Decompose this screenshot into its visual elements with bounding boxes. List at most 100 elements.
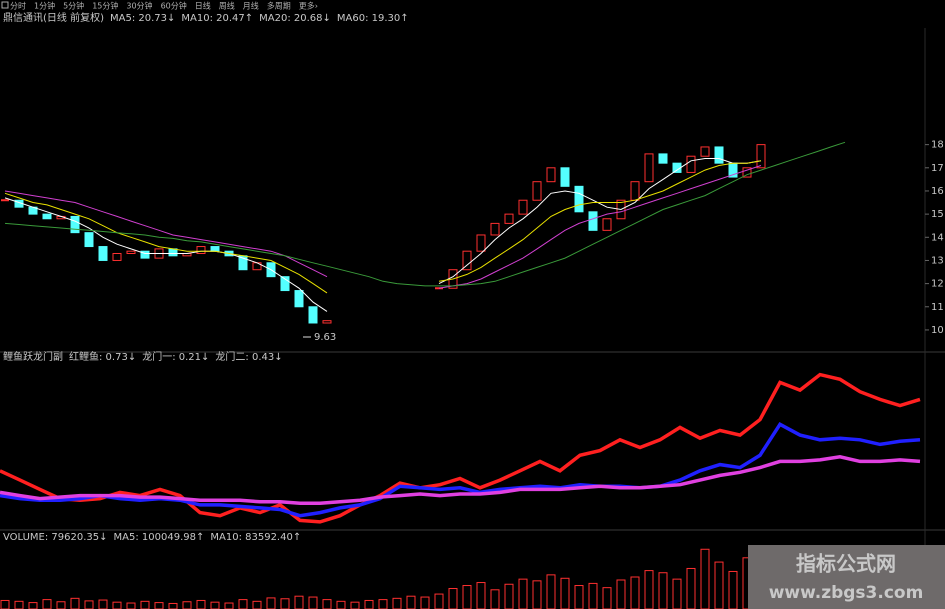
- candle: [700, 146, 710, 157]
- toolbar-tab[interactable]: 月线: [243, 1, 259, 11]
- y-tick-label: 14: [931, 232, 944, 243]
- volume-bar: [140, 600, 150, 609]
- candle: [294, 290, 304, 308]
- y-tick-label: 18: [931, 140, 944, 151]
- toolbar-icon: [1, 1, 9, 9]
- volume-bar: [294, 595, 304, 609]
- candle: [532, 181, 542, 201]
- toolbar-tab[interactable]: 分时: [10, 1, 26, 11]
- candle: [70, 215, 80, 234]
- volume-bar: [504, 583, 514, 609]
- candle: [308, 306, 318, 324]
- toolbar-tab[interactable]: 15分钟: [92, 1, 118, 11]
- candle: [546, 167, 556, 183]
- candle: [686, 155, 696, 173]
- candle: [518, 199, 528, 215]
- chart-title: 鼎信通讯(日线 前复权): [3, 11, 104, 24]
- volume-ma: MA10: 83592.40↑: [210, 532, 301, 543]
- volume-bar: [224, 602, 234, 609]
- y-tick-label: 13: [931, 255, 944, 266]
- candle: [210, 246, 220, 252]
- volume-bar: [14, 600, 24, 609]
- candle: [1, 199, 9, 202]
- volume-bar: [252, 600, 262, 609]
- volume-bar: [406, 595, 416, 609]
- candle: [84, 232, 94, 248]
- toolbar-tab[interactable]: 30分钟: [126, 1, 152, 11]
- candle: [490, 222, 500, 236]
- toolbar-tab[interactable]: 60分钟: [161, 1, 187, 11]
- candle: [602, 218, 612, 231]
- volume-bar: [588, 582, 598, 609]
- candle: [476, 234, 486, 252]
- candle: [504, 213, 514, 224]
- volume-bar: [420, 596, 430, 609]
- candle: [644, 153, 654, 183]
- indicator-line: [0, 372, 921, 524]
- candle: [196, 246, 206, 255]
- candle: [714, 146, 724, 164]
- volume-bar: [0, 599, 10, 609]
- volume-bar: [126, 602, 136, 609]
- legend-entry: MA20: 20.68↓: [259, 13, 331, 24]
- candle: [574, 185, 584, 213]
- volume-ma: MA5: 100049.98↑: [114, 532, 205, 543]
- candle: [140, 250, 150, 259]
- volume-bar: [378, 599, 388, 609]
- volume-bar: [560, 577, 570, 609]
- candle: [588, 211, 598, 231]
- volume-bar: [476, 582, 486, 609]
- volume-bar: [686, 567, 696, 609]
- ma-line: [4, 141, 846, 287]
- candle: [462, 250, 472, 271]
- y-tick-label: 11: [931, 302, 944, 313]
- low-annotation: 9.63: [314, 332, 336, 343]
- volume-bar: [280, 598, 290, 609]
- candle: [616, 199, 626, 220]
- y-tick-label: 12: [931, 279, 944, 290]
- toolbar-tab[interactable]: 多周期: [267, 1, 291, 11]
- indicator-line: [0, 421, 921, 518]
- volume-bar: [322, 599, 332, 609]
- candle: [126, 250, 136, 255]
- volume-bar: [266, 597, 276, 609]
- candle: [168, 248, 178, 257]
- legend-entry: MA10: 20.47↑: [181, 13, 253, 24]
- candle: [112, 253, 122, 261]
- candle: [280, 276, 290, 292]
- candle: [42, 213, 52, 220]
- volume-bar: [672, 578, 682, 609]
- toolbar-tab[interactable]: 1分钟: [34, 1, 55, 11]
- y-tick-label: 17: [931, 163, 944, 174]
- volume-bar: [448, 588, 458, 609]
- chart-title: 鲤鱼跃龙门副: [3, 350, 63, 363]
- volume-bar: [112, 601, 122, 609]
- watermark-box: [748, 545, 945, 609]
- volume-bar: [238, 599, 248, 609]
- volume-bar: [336, 600, 346, 609]
- toolbar-tab[interactable]: 周线: [219, 1, 235, 11]
- y-tick-label: 15: [931, 209, 944, 220]
- volume-bar: [196, 599, 206, 609]
- toolbar-tab[interactable]: 日线: [195, 1, 211, 11]
- volume-bar: [602, 587, 612, 609]
- candle: [560, 167, 570, 187]
- candle: [742, 167, 752, 178]
- volume-bar: [616, 579, 626, 609]
- legend-entry: MA60: 19.30↑: [337, 13, 409, 24]
- y-tick-label: 10: [931, 325, 944, 336]
- volume-bar: [308, 596, 318, 609]
- candle: [98, 246, 108, 261]
- ma-line: [4, 165, 762, 289]
- candle: [658, 153, 668, 164]
- chart-title: VOLUME: 79620.35↓: [3, 532, 108, 543]
- legend-entry: 龙门一: 0.21↓: [142, 350, 209, 363]
- toolbar-tab[interactable]: 5分钟: [63, 1, 84, 11]
- indicator-line: [0, 455, 921, 506]
- toolbar-tab[interactable]: 更多›: [299, 1, 318, 11]
- legend-entry: 红鲤鱼: 0.73↓: [69, 350, 136, 363]
- volume-bar: [658, 572, 668, 609]
- candle: [756, 144, 766, 169]
